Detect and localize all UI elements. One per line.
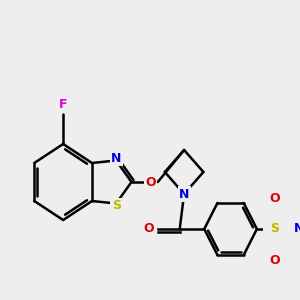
Text: S: S bbox=[112, 199, 121, 212]
Text: O: O bbox=[144, 223, 154, 236]
Text: N: N bbox=[111, 152, 121, 165]
Text: O: O bbox=[269, 191, 280, 205]
Text: O: O bbox=[269, 254, 280, 266]
Text: F: F bbox=[59, 98, 68, 110]
Text: N: N bbox=[294, 223, 300, 236]
Text: O: O bbox=[146, 176, 156, 188]
Text: N: N bbox=[179, 188, 189, 200]
Text: S: S bbox=[270, 223, 279, 236]
